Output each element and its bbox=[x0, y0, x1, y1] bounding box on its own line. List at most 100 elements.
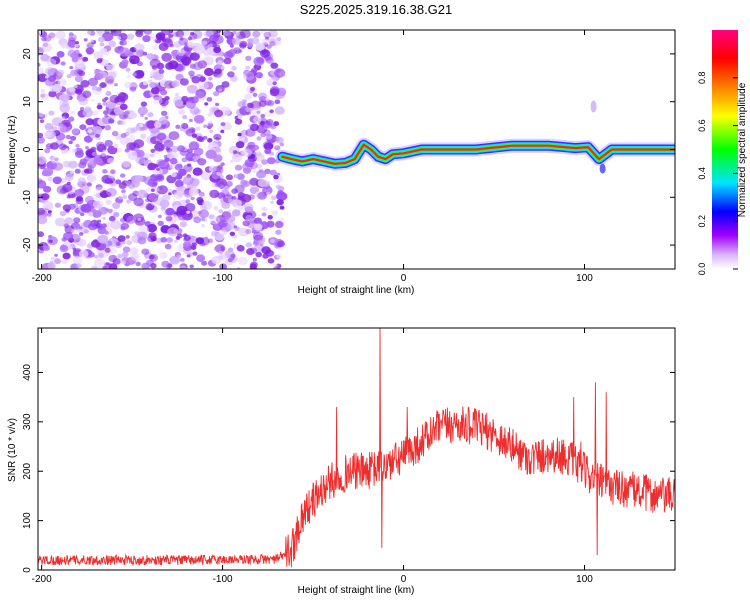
noise-blob bbox=[61, 237, 67, 242]
noise-blob bbox=[275, 184, 281, 189]
noise-blob bbox=[259, 120, 265, 125]
noise-blob bbox=[196, 136, 204, 142]
noise-blob bbox=[121, 189, 126, 194]
noise-blob bbox=[189, 264, 194, 269]
noise-blob bbox=[221, 81, 230, 88]
noise-blob bbox=[179, 257, 185, 262]
noise-blob bbox=[74, 189, 85, 197]
noise-blob bbox=[267, 215, 273, 220]
noise-blob bbox=[174, 92, 179, 97]
noise-blob bbox=[110, 111, 115, 116]
noise-blob bbox=[147, 193, 158, 202]
noise-blob bbox=[270, 238, 275, 243]
noise-blob bbox=[190, 196, 195, 201]
noise-blob bbox=[220, 230, 228, 236]
noise-blob bbox=[68, 86, 76, 93]
noise-blob bbox=[44, 123, 54, 131]
noise-blob bbox=[59, 210, 67, 217]
noise-blob bbox=[42, 167, 54, 177]
colorbar: 0.0 0.2 0.4 0.6 0.8 Normalized spectral ampl… bbox=[697, 30, 748, 275]
noise-blob bbox=[165, 207, 175, 216]
noise-blob bbox=[126, 240, 132, 246]
noise-blob bbox=[265, 119, 274, 126]
noise-blob bbox=[214, 181, 221, 188]
noise-blob bbox=[48, 90, 57, 98]
noise-blob bbox=[159, 79, 169, 88]
noise-blob bbox=[175, 235, 181, 240]
noise-blob bbox=[132, 72, 137, 77]
noise-blob bbox=[44, 131, 52, 138]
noise-blob bbox=[214, 73, 218, 77]
noise-blob bbox=[95, 241, 107, 251]
noise-blob bbox=[102, 149, 107, 154]
x-tick-label: 100 bbox=[576, 273, 593, 284]
noise-blob bbox=[229, 44, 234, 48]
noise-blob bbox=[167, 188, 173, 193]
noise-blob bbox=[95, 184, 103, 191]
noise-blob bbox=[152, 167, 163, 176]
noise-blob bbox=[267, 258, 275, 264]
noise-blob bbox=[264, 168, 271, 174]
noise-blob bbox=[275, 229, 282, 235]
noise-blob bbox=[50, 256, 56, 261]
noise-blob bbox=[107, 71, 117, 80]
noise-blob bbox=[83, 135, 93, 143]
noise-blob bbox=[227, 71, 235, 78]
noise-blob bbox=[252, 231, 264, 241]
noise-blob bbox=[117, 253, 123, 259]
noise-blob bbox=[126, 199, 131, 204]
noise-blob bbox=[191, 76, 201, 84]
noise-blob bbox=[75, 197, 84, 205]
noise-blob bbox=[273, 174, 279, 180]
noise-blob bbox=[217, 60, 223, 65]
noise-blob bbox=[263, 142, 274, 151]
noise-blob bbox=[64, 173, 74, 182]
noise-blob bbox=[193, 109, 201, 116]
noise-blob bbox=[92, 125, 103, 134]
noise-blob bbox=[142, 35, 151, 43]
noise-blob bbox=[237, 49, 243, 54]
noise-blob bbox=[213, 206, 219, 211]
noise-blob bbox=[102, 98, 107, 103]
noise-blob bbox=[153, 95, 160, 101]
noise-blob bbox=[245, 128, 256, 137]
noise-blob bbox=[169, 157, 178, 165]
noise-blob bbox=[38, 67, 44, 75]
noise-blob bbox=[233, 225, 238, 229]
y-tick-label: 400 bbox=[22, 364, 33, 381]
noise-blob bbox=[189, 63, 196, 69]
spectrogram-ridge-layer bbox=[275, 100, 675, 174]
noise-blob bbox=[113, 143, 119, 148]
noise-blob bbox=[154, 173, 165, 182]
noise-blob bbox=[87, 77, 99, 87]
noise-blob bbox=[97, 226, 107, 235]
noise-blob bbox=[193, 114, 205, 124]
snr-frame bbox=[37, 327, 676, 571]
noise-blob bbox=[71, 148, 77, 153]
noise-blob bbox=[192, 251, 198, 256]
noise-blob bbox=[70, 110, 75, 115]
noise-blob bbox=[272, 81, 277, 86]
noise-blob bbox=[214, 68, 222, 75]
noise-blob bbox=[188, 70, 195, 77]
noise-blob bbox=[237, 132, 242, 137]
noise-blob bbox=[91, 151, 98, 157]
noise-blob bbox=[256, 170, 267, 179]
noise-blob bbox=[77, 177, 86, 185]
noise-blob bbox=[54, 217, 66, 227]
noise-blob bbox=[174, 163, 183, 171]
noise-blob bbox=[105, 91, 112, 96]
noise-blob bbox=[90, 265, 98, 269]
noise-blob bbox=[167, 263, 173, 268]
noise-blob bbox=[82, 108, 94, 118]
noise-blob bbox=[261, 246, 271, 255]
noise-blob bbox=[79, 107, 85, 111]
noise-blob bbox=[42, 42, 49, 48]
noise-blob bbox=[186, 84, 198, 94]
noise-blob bbox=[147, 178, 158, 187]
noise-blob bbox=[83, 219, 93, 228]
noise-blob bbox=[141, 248, 150, 255]
noise-blob bbox=[260, 132, 266, 138]
noise-blob bbox=[108, 118, 115, 124]
noise-blob bbox=[279, 142, 285, 147]
